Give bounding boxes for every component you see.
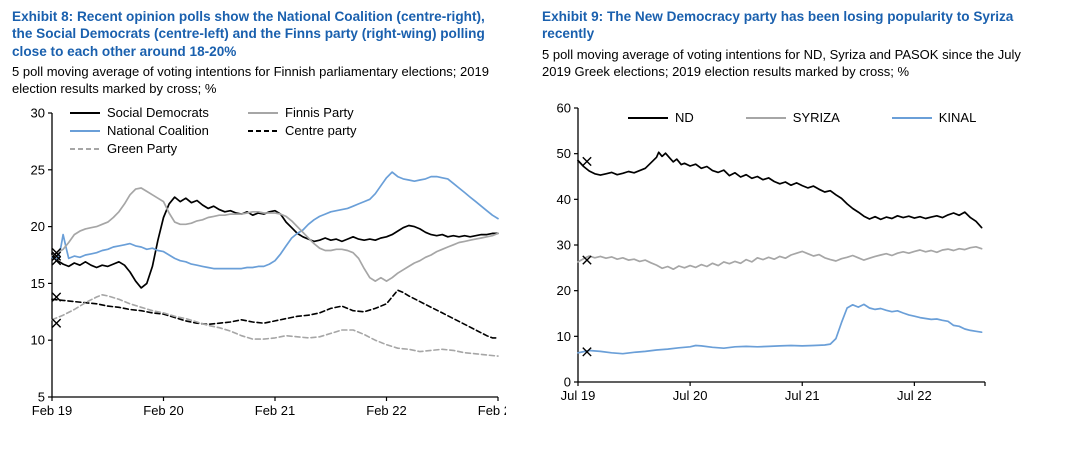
legend-line-kinal [891,116,932,119]
y-tick-label: 40 [557,192,571,207]
series-national-coalition [51,171,499,270]
election-cross-national-coalition [51,256,62,266]
legend-line-finnis-party [248,112,278,114]
legend-item-centre-party: Centre party [248,123,357,138]
y-tick-label: 5 [38,390,45,405]
legend-label-national-coalition: National Coalition [107,123,209,139]
exhibit-8-plot: 5 10 15 20 25 30 Feb 19 Feb 20 Feb 21 Feb 22 Feb 2… [31,106,519,419]
exhibit-9-legend: ND SYRIZA KINAL [628,110,976,125]
y-tick-label: 30 [557,238,571,253]
exhibit-9-subtitle: 5 poll moving average of voting intentio… [542,46,1021,79]
election-cross-social-democrats [51,248,62,258]
legend-label-kinal: KINAL [938,110,977,126]
exhibit-9-chart: ND SYRIZA KINAL 0 10 20 30 40 50 60 Jul 19 Jul 20 J… [542,96,1047,417]
exhibit-9-title: Exhibit 9: The New Democracy party has b… [542,9,1014,42]
exhibit-8-panel: Exhibit 8: Recent opinion polls show the… [12,8,519,450]
election-cross-green-party [51,318,62,329]
legend-label-nd: ND [675,110,694,126]
x-tick-label: Feb 23 [478,403,506,418]
exhibit-8-title: Exhibit 8: Recent opinion polls show the… [12,9,485,59]
exhibit-9-panel: Exhibit 9: The New Democracy party has b… [542,8,1047,450]
legend-line-social-democrats [70,112,100,114]
axis-lines [577,108,985,383]
election-cross-kinal [582,347,592,357]
legend-item-finnis-party: Finnis Party [248,105,357,120]
x-tick-label: Jul 19 [561,388,596,403]
series-centre-party [51,289,499,340]
y-tick-label: 50 [557,146,571,161]
legend-line-centre-party [248,130,278,132]
y-tick-label: 20 [557,283,571,298]
x-tick-label: Feb 22 [366,403,406,418]
legend-line-syriza [745,116,786,119]
x-tick-label: Jul 22 [897,388,932,403]
y-tick-label: 20 [31,220,45,235]
legend-item-social-democrats: Social Democrats [70,105,248,120]
legend-item-national-coalition: National Coalition [70,123,248,138]
election-cross-nd [582,156,592,167]
legend-label-centre-party: Centre party [285,123,357,139]
y-tick-label: 25 [31,163,45,178]
series-nd [577,151,983,229]
x-tick-label: Jul 20 [673,388,708,403]
legend-line-green-party [70,148,100,150]
exhibit-8-chart: Social Democrats Finnis Party National Coa… [12,103,519,432]
y-tick-label: 10 [31,333,45,348]
series-syriza [577,246,983,271]
x-tick-label: Jul 21 [785,388,820,403]
election-cross-finnis-party [51,251,62,262]
legend-item-green-party: Green Party [70,141,248,156]
x-tick-label: Feb 21 [255,403,295,418]
y-tick-label: 30 [31,106,45,121]
series-green-party [51,294,499,358]
y-tick-label: 15 [31,276,45,291]
election-cross-centre-party [51,292,62,303]
y-tick-label: 10 [557,329,571,344]
legend-label-finnis-party: Finnis Party [285,105,354,121]
exhibit-8-legend: Social Democrats Finnis Party National Coa… [70,105,357,156]
exhibit-8-subtitle: 5 poll moving average of voting intentio… [12,64,489,97]
legend-label-social-democrats: Social Democrats [107,105,209,121]
series-social-democrats [51,196,499,290]
legend-label-syriza: SYRIZA [792,110,840,126]
x-tick-label: Feb 19 [32,403,72,418]
legend-item-syriza: SYRIZA [745,110,840,126]
legend-line-nd [628,116,668,119]
legend-item-kinal: KINAL [891,110,977,126]
series-finnis-party [51,187,499,283]
legend-item-nd: ND [628,110,694,125]
y-tick-label: 60 [557,101,571,116]
y-tick-label: 0 [564,375,571,390]
legend-line-national-coalition [70,130,100,132]
series-kinal [577,303,983,355]
x-tick-label: Feb 20 [143,403,183,418]
election-cross-syriza [582,255,592,265]
legend-label-green-party: Green Party [107,141,178,157]
exhibit-9-plot: 0 10 20 30 40 50 60 Jul 19 Jul 20 Jul 21 Jul 22 [557,101,986,403]
